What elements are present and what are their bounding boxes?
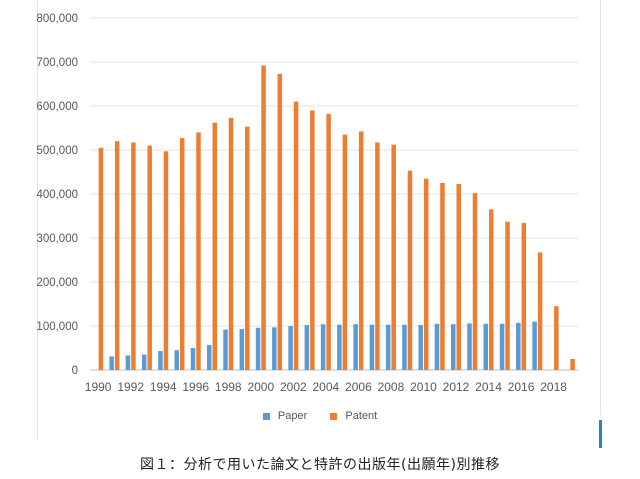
y-tick-label: 800,000 — [36, 13, 78, 25]
bar-paper — [223, 329, 228, 370]
x-tick-label: 1996 — [182, 380, 209, 394]
bar-patent — [228, 117, 234, 370]
bar-paper — [272, 327, 277, 370]
chart-legend: Paper Patent — [0, 410, 640, 422]
bar-paper — [255, 327, 261, 370]
bar-patent — [440, 183, 445, 370]
y-tick-label: 600,000 — [36, 101, 78, 113]
bar-patent — [407, 170, 413, 370]
bar-paper — [467, 323, 472, 370]
bar-patent — [472, 193, 478, 370]
y-tick-label: 700,000 — [36, 57, 78, 69]
x-tick-label: 1998 — [215, 380, 242, 394]
x-tick-label: 1994 — [150, 380, 177, 394]
bar-patent — [310, 110, 315, 371]
bar-paper — [516, 322, 521, 370]
legend-label-patent: Patent — [345, 410, 378, 423]
x-tick-label: 2010 — [410, 380, 437, 394]
bar-paper — [483, 323, 489, 370]
x-tick-label: 2018 — [540, 380, 567, 394]
bar-paper — [239, 329, 245, 370]
bar-patent — [131, 142, 136, 370]
bar-patent — [375, 142, 380, 370]
bar-patent — [196, 132, 201, 370]
bar-paper — [451, 324, 456, 370]
bar-paper — [418, 325, 423, 370]
bar-patent — [489, 209, 494, 370]
bar-paper — [174, 350, 179, 370]
bar-paper — [158, 351, 163, 370]
bar-chart: 0 100,000 200,000 300,000 400,000 500,000 600,… — [36, 13, 578, 394]
bar-patent — [505, 221, 510, 370]
figure-caption: 図１：分析で用いた論文と特許の出版年(出願年)別推移 — [140, 457, 500, 473]
bar-paper — [141, 354, 147, 370]
bar-patent — [163, 151, 169, 370]
bar-patent — [456, 183, 461, 370]
y-tick-label: 300,000 — [36, 233, 78, 245]
x-tick-label: 1990 — [85, 380, 112, 394]
bar-paper — [337, 324, 342, 370]
bar-patent — [114, 141, 120, 370]
bar-paper — [320, 324, 326, 370]
bar-paper — [109, 356, 114, 370]
x-tick-label: 2014 — [475, 380, 502, 394]
bar-patent — [98, 147, 104, 370]
bar-patent — [245, 126, 250, 371]
bar-patent — [537, 252, 543, 370]
legend-swatch-paper — [262, 412, 270, 420]
bar-patent — [261, 65, 266, 371]
legend-label-paper: Paper — [277, 410, 308, 423]
frame-right-border — [600, 0, 601, 415]
legend-item-patent: Patent — [330, 410, 377, 422]
y-tick-label: 100,000 — [36, 321, 78, 333]
x-tick-label: 2012 — [443, 380, 470, 394]
bar-paper — [499, 323, 505, 370]
bar-paper — [125, 355, 131, 370]
bar-patent — [179, 138, 185, 370]
y-tick-label: 500,000 — [36, 145, 78, 157]
bar-paper — [402, 324, 407, 370]
bar-patent — [326, 113, 331, 371]
y-tick-label: 0 — [72, 365, 78, 377]
bar-patent — [342, 134, 348, 370]
bar-paper — [207, 344, 212, 370]
bar-patent — [423, 178, 429, 370]
bar-paper — [434, 323, 440, 370]
bar-paper — [190, 348, 196, 370]
x-tick-label: 2016 — [508, 380, 535, 394]
x-tick-label: 2006 — [345, 380, 372, 394]
legend-swatch-patent — [330, 412, 338, 420]
bar-patent — [570, 359, 575, 370]
bar-paper — [369, 324, 375, 370]
bar-paper — [385, 324, 391, 370]
y-tick-label: 200,000 — [36, 277, 78, 289]
bar-patent — [521, 223, 527, 370]
bar-patent — [554, 306, 559, 370]
bar-patent — [391, 144, 396, 370]
bar-patent — [293, 101, 299, 370]
legend-item-paper: Paper — [262, 410, 308, 423]
bar-paper — [353, 324, 358, 370]
y-tick-label: 400,000 — [36, 189, 78, 201]
frame-left-border — [37, 0, 38, 440]
bar-patent — [358, 131, 364, 370]
x-tick-label: 2008 — [378, 380, 405, 394]
bar-patent — [277, 73, 283, 370]
bar-paper — [288, 326, 293, 370]
x-tick-label: 1992 — [117, 380, 144, 394]
bar-paper — [304, 325, 310, 370]
frame-accent-mark — [599, 420, 602, 448]
x-tick-label: 2002 — [280, 380, 307, 394]
x-tick-label: 2000 — [247, 380, 274, 394]
bar-patent — [212, 122, 217, 370]
bar-paper — [532, 321, 537, 370]
bar-patent — [147, 145, 152, 370]
x-tick-label: 2004 — [313, 380, 340, 394]
